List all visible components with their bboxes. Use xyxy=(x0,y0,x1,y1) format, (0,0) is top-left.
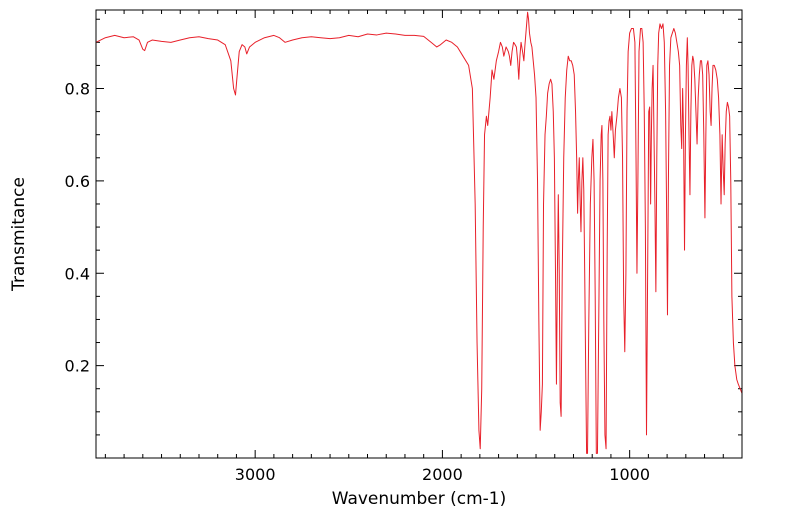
x-tick-label: 2000 xyxy=(422,465,463,484)
y-tick-label: 0.6 xyxy=(65,172,90,191)
tick-labels: 3000 2000 1000 0.2 0.4 0.6 0.8 xyxy=(65,80,650,484)
y-tick-label: 0.4 xyxy=(65,264,90,283)
x-tick-label: 1000 xyxy=(609,465,650,484)
x-axis-label: Wavenumber (cm-1) xyxy=(332,489,507,509)
y-tick-label: 0.2 xyxy=(65,357,90,376)
minor-ticks xyxy=(96,10,742,458)
plot-frame xyxy=(95,9,743,459)
y-axis-label: Transmitance xyxy=(9,177,29,292)
major-ticks xyxy=(96,10,742,458)
x-tick-label: 3000 xyxy=(235,465,276,484)
spectrum-series-line xyxy=(95,11,743,454)
y-tick-label: 0.8 xyxy=(65,80,90,99)
